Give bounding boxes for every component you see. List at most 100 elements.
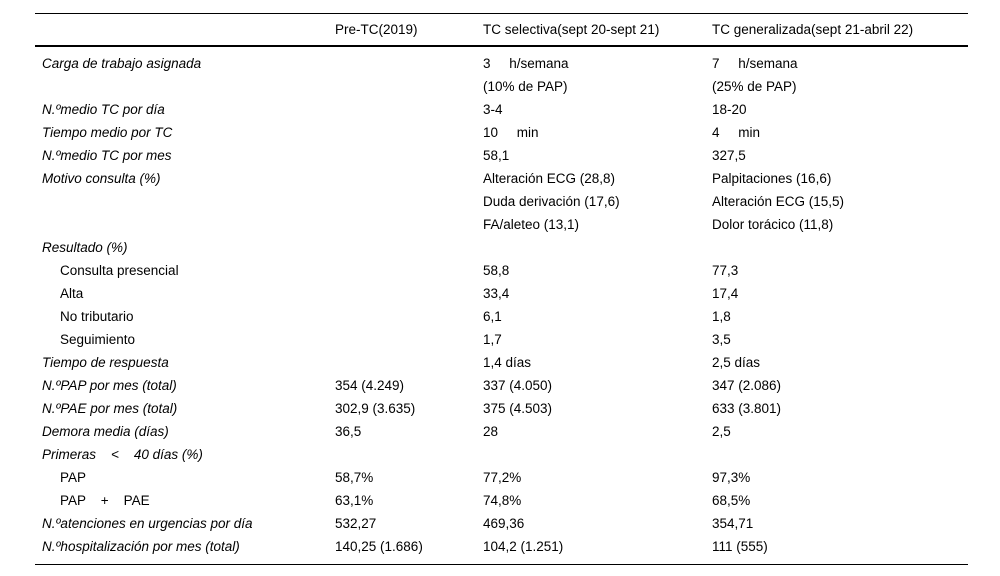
row-label: N.ºatenciones en urgencias por día bbox=[42, 516, 253, 531]
cell-tc-generalizada: 2,5 días bbox=[712, 355, 761, 370]
cell-tc-generalizada: 77,3 bbox=[712, 263, 739, 278]
cell-pre-tc bbox=[328, 167, 476, 236]
row-label: N.ºhospitalización por mes (total) bbox=[42, 539, 240, 554]
cell-pre-tc bbox=[328, 259, 476, 282]
comparison-table: Pre-TC(2019) TC selectiva(sept 20-sept 2… bbox=[35, 13, 968, 565]
table-row: PAP 58,7% 77,2% 97,3% bbox=[35, 466, 968, 489]
table-row: Resultado (%) bbox=[35, 236, 968, 259]
row-label: N.ºPAE por mes (total) bbox=[42, 401, 178, 416]
cell-tc-selectiva: 337 (4.050) bbox=[483, 378, 553, 393]
table-row: PAP + PAE 63,1% 74,8% 68,5% bbox=[35, 489, 968, 512]
cell-tc-selectiva: 3 h/semana (10% de PAP) bbox=[483, 56, 569, 94]
row-label: N.ºmedio TC por mes bbox=[42, 148, 172, 163]
header-tc-selectiva: TC selectiva(sept 20-sept 21) bbox=[476, 13, 705, 47]
cell-pre-tc bbox=[328, 121, 476, 144]
cell-pre-tc: 58,7% bbox=[335, 470, 374, 485]
table-body: Carga de trabajo asignada 3 h/semana (10%… bbox=[35, 46, 968, 565]
table-row: Consulta presencial 58,8 77,3 bbox=[35, 259, 968, 282]
table-row: N.ºPAP por mes (total) 354 (4.249) 337 (4.… bbox=[35, 374, 968, 397]
table-row: Seguimiento 1,7 3,5 bbox=[35, 328, 968, 351]
cell-tc-generalizada: 354,71 bbox=[712, 516, 754, 531]
cell-pre-tc bbox=[328, 144, 476, 167]
cell-tc-selectiva: 74,8% bbox=[483, 493, 522, 508]
table-row: Demora media (días) 36,5 28 2,5 bbox=[35, 420, 968, 443]
cell-tc-selectiva: 375 (4.503) bbox=[483, 401, 553, 416]
row-label: Consulta presencial bbox=[60, 263, 179, 278]
cell-tc-selectiva: 1,7 bbox=[483, 332, 502, 347]
cell-tc-generalizada: 68,5% bbox=[712, 493, 751, 508]
row-label: N.ºmedio TC por día bbox=[42, 102, 165, 117]
row-label: Primeras < 40 días (%) bbox=[42, 447, 203, 462]
cell-tc-selectiva: 28 bbox=[483, 424, 499, 439]
table-row: Motivo consulta (%) Alteración ECG (28,8)… bbox=[35, 167, 968, 236]
cell-tc-selectiva: 58,8 bbox=[483, 263, 510, 278]
cell-tc-selectiva: Alteración ECG (28,8) Duda derivación (1… bbox=[483, 171, 620, 232]
cell-pre-tc bbox=[328, 282, 476, 305]
row-label: No tributario bbox=[60, 309, 134, 324]
cell-tc-generalizada: 327,5 bbox=[712, 148, 746, 163]
cell-pre-tc bbox=[328, 443, 476, 466]
cell-pre-tc: 302,9 (3.635) bbox=[335, 401, 416, 416]
cell-tc-generalizada: 111 (555) bbox=[712, 539, 768, 554]
table-row: N.ºhospitalización por mes (total) 140,25… bbox=[35, 535, 968, 565]
cell-pre-tc bbox=[328, 46, 476, 98]
cell-pre-tc: 36,5 bbox=[335, 424, 362, 439]
cell-tc-generalizada: 3,5 bbox=[712, 332, 731, 347]
cell-tc-selectiva: 104,2 (1.251) bbox=[483, 539, 564, 554]
cell-tc-generalizada: 18-20 bbox=[712, 102, 747, 117]
header-empty bbox=[35, 13, 328, 47]
cell-tc-generalizada: 1,8 bbox=[712, 309, 731, 324]
row-label: Seguimiento bbox=[60, 332, 136, 347]
table-row: N.ºmedio TC por día 3-4 18-20 bbox=[35, 98, 968, 121]
cell-tc-selectiva: 33,4 bbox=[483, 286, 510, 301]
cell-tc-generalizada: 17,4 bbox=[712, 286, 739, 301]
cell-tc-selectiva bbox=[476, 236, 705, 259]
table-row: N.ºatenciones en urgencias por día 532,27… bbox=[35, 512, 968, 535]
cell-tc-generalizada: 7 h/semana (25% de PAP) bbox=[712, 56, 798, 94]
cell-tc-selectiva: 469,36 bbox=[483, 516, 525, 531]
cell-tc-generalizada: 2,5 bbox=[712, 424, 731, 439]
cell-tc-selectiva: 77,2% bbox=[483, 470, 522, 485]
cell-tc-selectiva: 10 min bbox=[483, 125, 539, 140]
row-label: Motivo consulta (%) bbox=[42, 171, 161, 186]
row-label: PAP bbox=[60, 470, 87, 485]
cell-pre-tc bbox=[328, 305, 476, 328]
cell-tc-generalizada bbox=[705, 443, 968, 466]
cell-tc-generalizada: 347 (2.086) bbox=[712, 378, 782, 393]
cell-tc-selectiva bbox=[476, 443, 705, 466]
cell-pre-tc bbox=[328, 236, 476, 259]
cell-pre-tc bbox=[328, 328, 476, 351]
cell-pre-tc: 532,27 bbox=[335, 516, 377, 531]
cell-tc-selectiva: 6,1 bbox=[483, 309, 502, 324]
row-label: PAP + PAE bbox=[60, 493, 150, 508]
table-row: Alta 33,4 17,4 bbox=[35, 282, 968, 305]
header-tc-generalizada: TC generalizada(sept 21-abril 22) bbox=[705, 13, 968, 47]
cell-tc-generalizada: 4 min bbox=[712, 125, 761, 140]
row-label: Resultado (%) bbox=[42, 240, 128, 255]
cell-tc-generalizada bbox=[705, 236, 968, 259]
table-row: Tiempo de respuesta 1,4 días 2,5 días bbox=[35, 351, 968, 374]
cell-pre-tc bbox=[328, 98, 476, 121]
row-label: Alta bbox=[60, 286, 84, 301]
cell-tc-selectiva: 58,1 bbox=[483, 148, 510, 163]
cell-pre-tc: 354 (4.249) bbox=[335, 378, 405, 393]
table-row: Tiempo medio por TC 10 min 4 min bbox=[35, 121, 968, 144]
row-label: Tiempo medio por TC bbox=[42, 125, 173, 140]
header-row: Pre-TC(2019) TC selectiva(sept 20-sept 2… bbox=[35, 13, 968, 47]
cell-pre-tc: 140,25 (1.686) bbox=[335, 539, 423, 554]
table-row: No tributario 6,1 1,8 bbox=[35, 305, 968, 328]
row-label: N.ºPAP por mes (total) bbox=[42, 378, 177, 393]
cell-tc-selectiva: 3-4 bbox=[483, 102, 503, 117]
table-row: N.ºPAE por mes (total) 302,9 (3.635) 375 (… bbox=[35, 397, 968, 420]
cell-pre-tc: 63,1% bbox=[335, 493, 374, 508]
cell-tc-generalizada: Palpitaciones (16,6) Alteración ECG (15,… bbox=[712, 171, 845, 232]
cell-tc-generalizada: 97,3% bbox=[712, 470, 751, 485]
table-row: N.ºmedio TC por mes 58,1 327,5 bbox=[35, 144, 968, 167]
cell-tc-generalizada: 633 (3.801) bbox=[712, 401, 782, 416]
table-row: Primeras < 40 días (%) bbox=[35, 443, 968, 466]
row-label: Tiempo de respuesta bbox=[42, 355, 169, 370]
cell-tc-selectiva: 1,4 días bbox=[483, 355, 532, 370]
table-row: Carga de trabajo asignada 3 h/semana (10%… bbox=[35, 46, 968, 98]
row-label: Carga de trabajo asignada bbox=[42, 56, 202, 71]
